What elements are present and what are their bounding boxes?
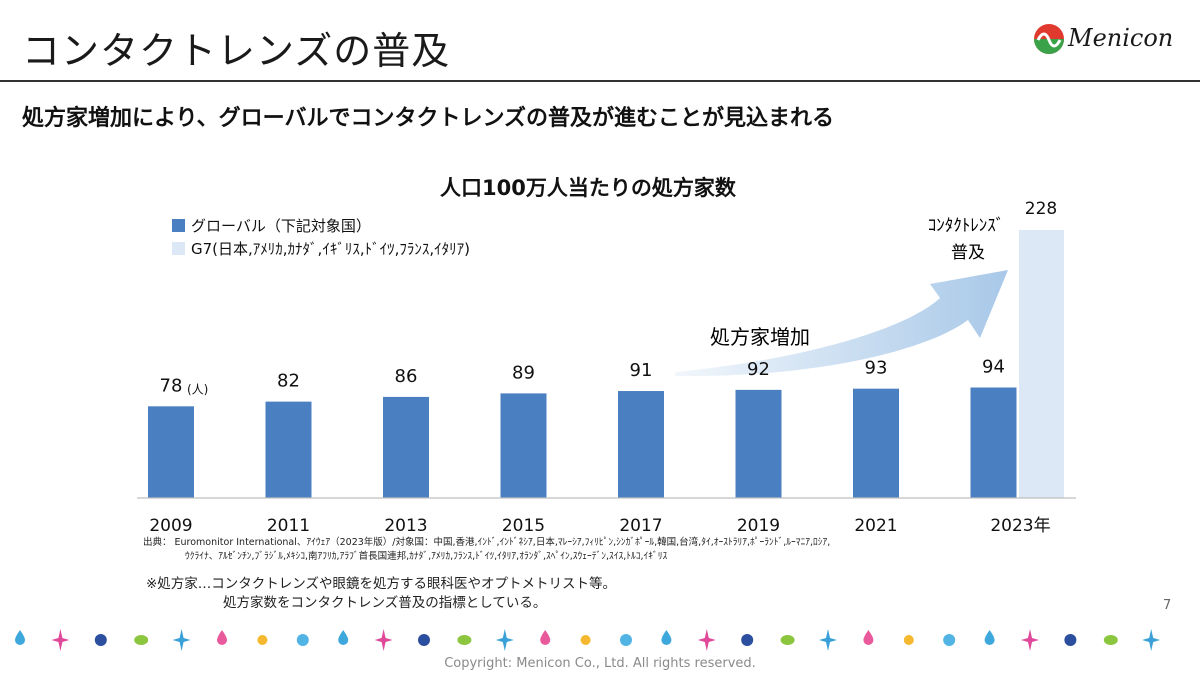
decor-sparkle-icon: [374, 629, 393, 651]
footnote-line-2: 処方家数をコンタクトレンズ普及の指標としている。: [223, 595, 547, 611]
growth-arrow-icon: [675, 270, 1008, 377]
data-label-2019: 92: [747, 359, 770, 380]
source-line-1: 出典： Euromonitor International、ｱｲｳｪｱ（2023…: [143, 537, 831, 548]
decor-sparkle-icon: [172, 629, 191, 651]
decor-sparkle-icon: [1021, 629, 1039, 651]
data-label-2011: 82: [277, 371, 300, 392]
decor-flower-icon: [580, 635, 591, 645]
x-tick-2023年: 2023年: [990, 516, 1050, 536]
legend-item-global: グローバル（下記対象国）: [172, 214, 470, 237]
decor-badge-icon: [741, 634, 754, 646]
page-title: コンタクトレンズの普及: [22, 29, 451, 73]
bar-2021: [853, 388, 899, 498]
data-label-2017: 91: [630, 360, 653, 381]
x-tick-2021: 2021: [854, 516, 897, 536]
bar-2019: [735, 389, 782, 498]
decor-leaf-icon: [134, 635, 149, 645]
decor-sparkle-icon: [1142, 629, 1161, 651]
decor-badge-icon: [418, 634, 430, 646]
copyright: Copyright: Menicon Co., Ltd. All rights …: [444, 656, 756, 671]
data-label-2023年: 94: [982, 357, 1005, 378]
headline: 処方家増加により、グローバルでコンタクトレンズの普及が進むことが見込まれる: [22, 106, 835, 131]
page-number: 7: [1163, 598, 1172, 613]
decor-drop-icon: [15, 630, 25, 645]
data-label-2021: 93: [865, 358, 888, 379]
unit-label: (人): [187, 382, 208, 396]
x-tick-2009: 2009: [149, 516, 192, 536]
annotation-spread: 普及: [951, 243, 985, 263]
decor-badge-icon: [943, 634, 956, 646]
decor-badge-icon: [296, 634, 309, 646]
footnote-line-1: ※処方家…コンタクトレンズや眼鏡を処方する眼科医やオプトメトリスト等。: [146, 576, 617, 592]
data-label-g7: 228: [1025, 199, 1057, 219]
decor-drop-icon: [984, 630, 995, 645]
chart-title: 人口100万人当たりの処方家数: [440, 176, 736, 200]
decor-badge-icon: [620, 634, 632, 646]
x-axis-ticks: 2009 2011 2013 2015 2017 2019 2021 2023年: [149, 516, 1050, 536]
legend-label-global: グローバル（下記対象国）: [191, 217, 371, 235]
source-line-2: ｳｸﾗｲﾅ、ｱﾙｾﾞﾝﾁﾝ,ﾌﾞﾗｼﾞﾙ,ﾒｷｼｺ,南ｱﾌﾘｶ,ｱﾗﾌﾞ首長国連…: [185, 551, 668, 562]
bar-2013: [383, 396, 429, 498]
decor-badge-icon: [94, 634, 107, 646]
bar-series-g7: [1019, 230, 1064, 498]
legend-item-g7: G7(日本,ｱﾒﾘｶ,ｶﾅﾀﾞ,ｲｷﾞﾘｽ,ﾄﾞｲﾂ,ﾌﾗﾝｽ,ｲﾀﾘｱ): [172, 237, 470, 260]
bar-series-global: [148, 387, 1017, 498]
bar-2009: [148, 406, 194, 498]
bar-2011: [265, 401, 312, 498]
data-labels: 78 (人) 82 86 89 91 92 93 94 228: [160, 199, 1058, 396]
legend-swatch-global: [172, 219, 185, 232]
decor-sparkle-icon: [51, 629, 70, 651]
x-tick-2013: 2013: [384, 516, 427, 536]
decor-drop-icon: [338, 630, 349, 645]
decor-drop-icon: [217, 630, 227, 645]
legend-label-g7: G7(日本,ｱﾒﾘｶ,ｶﾅﾀﾞ,ｲｷﾞﾘｽ,ﾄﾞｲﾂ,ﾌﾗﾝｽ,ｲﾀﾘｱ): [191, 240, 470, 258]
decorative-icon-row: [15, 629, 1161, 651]
arrow-label: 処方家増加: [710, 325, 810, 349]
bar-2023年: [970, 387, 1017, 498]
decor-flower-icon: [903, 635, 914, 645]
bar-2015: [500, 393, 547, 498]
decor-badge-icon: [1064, 634, 1077, 646]
data-label-2009: 78: [160, 375, 183, 396]
decor-sparkle-icon: [697, 629, 716, 651]
annotation-contact-lens: ｺﾝﾀｸﾄﾚﾝｽﾞ: [928, 216, 1005, 236]
decor-drop-icon: [863, 630, 874, 645]
legend-swatch-g7: [172, 242, 185, 255]
decor-drop-icon: [661, 630, 672, 645]
decor-leaf-icon: [780, 635, 795, 645]
logo-text: Menicon: [1068, 24, 1174, 52]
decor-drop-icon: [540, 630, 551, 645]
decor-sparkle-icon: [495, 629, 514, 651]
bar-chart: 処方家増加 ｺﾝﾀｸﾄﾚﾝｽﾞ 普及 78 (人) 82 86 89 91 92 93 94 22…: [137, 199, 1076, 536]
menicon-logo-icon: [1034, 24, 1064, 54]
x-tick-2019: 2019: [737, 516, 780, 536]
decor-leaf-icon: [1103, 635, 1118, 645]
x-tick-2017: 2017: [619, 516, 662, 536]
decor-leaf-icon: [457, 635, 472, 645]
title-divider: [0, 80, 1200, 82]
x-tick-2015: 2015: [502, 516, 545, 536]
data-label-2015: 89: [512, 362, 535, 383]
bar-g7-2023年: [1019, 230, 1064, 498]
x-tick-2011: 2011: [267, 516, 310, 536]
data-label-2013: 86: [395, 366, 418, 387]
footnote: ※処方家…コンタクトレンズや眼鏡を処方する眼科医やオプトメトリスト等。 処方家数…: [146, 575, 616, 613]
menicon-logo: Menicon: [1032, 20, 1192, 60]
decor-flower-icon: [257, 635, 268, 645]
source-note: 出典： Euromonitor International、ｱｲｳｪｱ（2023…: [143, 536, 1043, 564]
chart-legend: グローバル（下記対象国） G7(日本,ｱﾒﾘｶ,ｶﾅﾀﾞ,ｲｷﾞﾘｽ,ﾄﾞｲﾂ,…: [172, 214, 470, 260]
decor-sparkle-icon: [819, 629, 837, 651]
bar-2017: [618, 391, 664, 498]
